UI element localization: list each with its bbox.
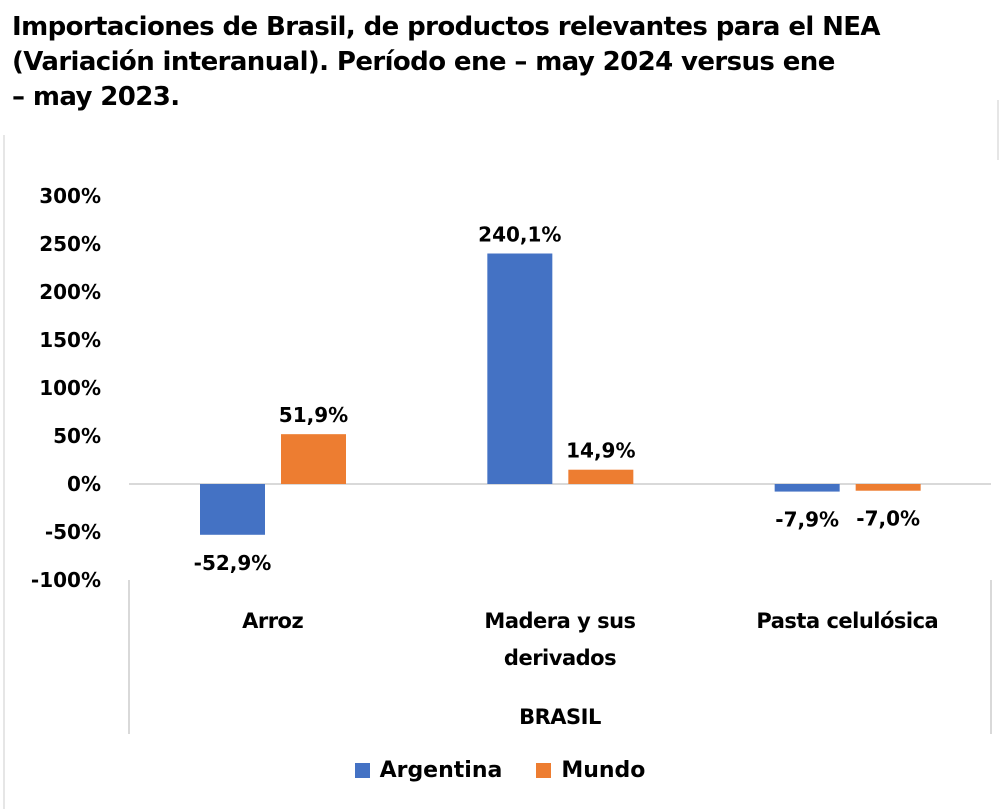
data-labels: -52,9% 240,1% -7,9% 51,9% 14,9% -7,0%	[194, 223, 920, 575]
frame-border-right	[997, 100, 999, 160]
bar-argentina-2	[774, 484, 840, 492]
legend-swatch-argentina	[354, 763, 370, 778]
y-tick-label: 150%	[39, 328, 101, 352]
bar-argentina-0	[200, 484, 265, 535]
y-tick-label: 0%	[67, 472, 101, 496]
x-category-label: derivados	[504, 646, 616, 670]
data-label-mundo-2: -7,0%	[856, 507, 920, 531]
bar-mundo-0	[281, 434, 346, 484]
y-tick-label: 250%	[39, 232, 101, 256]
chart-title-line-1: Importaciones de Brasil, de productos re…	[12, 12, 881, 42]
bar-mundo-2	[855, 484, 921, 491]
x-group-label: BRASIL	[519, 705, 601, 729]
data-label-argentina-1: 240,1%	[478, 223, 561, 247]
legend-swatch-mundo	[536, 763, 552, 778]
data-label-argentina-2: -7,9%	[775, 508, 839, 532]
y-tick-label: 100%	[39, 376, 101, 400]
chart-title-line-2: (Variación interanual). Período ene – ma…	[12, 47, 835, 77]
y-tick-label: -50%	[45, 520, 101, 544]
x-category-label: Madera y sus	[484, 609, 635, 633]
y-axis: 300% 250% 200% 150% 100% 50% 0% -50% -100%	[31, 184, 991, 592]
chart-title-line-3: – may 2023.	[12, 82, 180, 112]
y-tick-label: 50%	[53, 424, 101, 448]
bar-argentina-1	[487, 253, 553, 484]
legend-label-argentina: Argentina	[379, 758, 503, 783]
chart-title: Importaciones de Brasil, de productos re…	[12, 10, 992, 115]
y-tick-label: 200%	[39, 280, 101, 304]
bar-mundo-1	[568, 469, 634, 484]
legend: Argentina Mundo	[0, 758, 1000, 783]
data-label-mundo-0: 51,9%	[279, 403, 348, 427]
y-tick-label: 300%	[39, 184, 101, 208]
legend-item-mundo: Mundo	[536, 758, 645, 783]
data-label-mundo-1: 14,9%	[566, 439, 635, 463]
legend-item-argentina: Argentina	[354, 758, 503, 783]
x-category-label: Arroz	[242, 609, 303, 633]
y-tick-label: -100%	[31, 568, 101, 592]
frame-border-left	[3, 135, 5, 809]
x-category-label: Pasta celulósica	[756, 609, 938, 633]
legend-label-mundo: Mundo	[561, 758, 646, 783]
data-label-argentina-0: -52,9%	[194, 551, 272, 575]
bars	[200, 253, 921, 535]
x-axis: Arroz Madera y sus derivados Pasta celulósi…	[128, 580, 992, 734]
